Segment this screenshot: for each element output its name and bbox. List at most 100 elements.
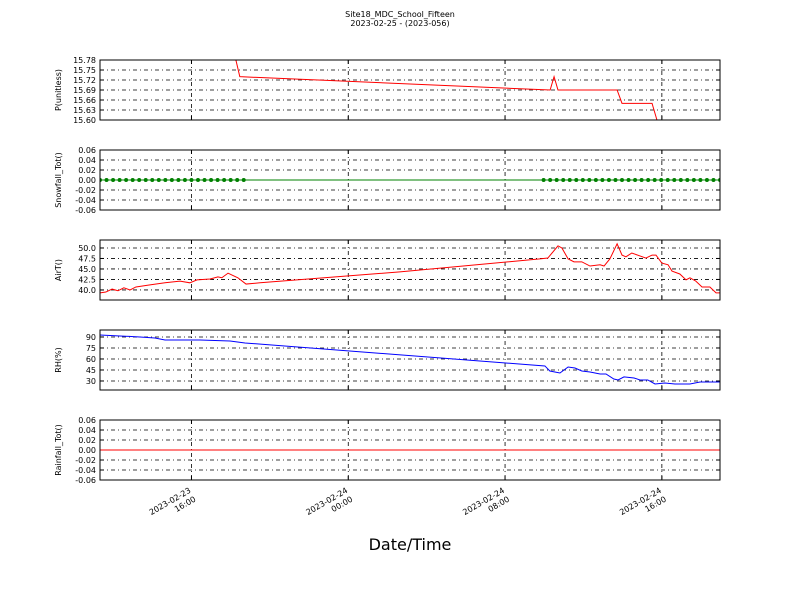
- plot-area: [100, 334, 720, 385]
- y-tick-label: 90: [86, 333, 96, 342]
- data-point: [554, 178, 559, 182]
- data-point: [620, 178, 625, 182]
- data-point: [672, 178, 677, 182]
- y-axis-label: AirT(): [54, 259, 63, 281]
- data-point: [137, 178, 142, 182]
- data-point: [104, 178, 109, 182]
- data-point: [704, 178, 709, 182]
- data-point: [574, 178, 579, 182]
- data-point: [587, 178, 592, 182]
- y-tick-label: -0.06: [75, 476, 96, 485]
- y-tick-label: 0.04: [78, 426, 96, 435]
- y-axis-label: Rainfall_Tot(): [54, 424, 63, 476]
- data-point: [241, 178, 246, 182]
- data-point: [189, 178, 194, 182]
- y-axis-label: RH(%): [54, 347, 63, 372]
- data-point: [235, 178, 240, 182]
- y-tick-label: -0.02: [75, 186, 96, 195]
- x-tick-label: 2023-02-2408:00: [461, 486, 511, 526]
- plot-area: [100, 178, 720, 182]
- data-point: [626, 178, 631, 182]
- data-point: [665, 178, 670, 182]
- data-point: [222, 178, 227, 182]
- y-tick-label: 45.0: [78, 265, 96, 274]
- data-point: [195, 178, 200, 182]
- y-tick-label: 0.02: [78, 436, 96, 445]
- y-tick-label: 0.00: [78, 446, 96, 455]
- y-tick-label: 40.0: [78, 286, 96, 295]
- data-point: [698, 178, 703, 182]
- data-point: [639, 178, 644, 182]
- data-point: [606, 178, 611, 182]
- plot-area: [100, 60, 720, 120]
- y-tick-label: 15.78: [73, 56, 96, 65]
- data-point: [202, 178, 207, 182]
- axes-frame: [99, 239, 721, 301]
- y-tick-label: 30: [86, 377, 96, 386]
- data-point: [652, 178, 657, 182]
- data-point: [130, 178, 135, 182]
- data-point: [711, 178, 716, 182]
- subtitle: 2023-02-25 - (2023-056): [350, 19, 449, 28]
- x-tick-label: 2023-02-2416:00: [618, 486, 668, 526]
- y-tick-label: 0.06: [78, 146, 96, 155]
- y-tick-label: -0.06: [75, 206, 96, 215]
- y-tick-label: -0.04: [75, 466, 96, 475]
- plot-area: [100, 242, 720, 294]
- axes-frame: [99, 149, 721, 211]
- axes-frame: [99, 419, 721, 481]
- data-point: [215, 178, 220, 182]
- data-line: [100, 334, 720, 385]
- data-point: [600, 178, 605, 182]
- title: Site18_MDC_School_Fifteen: [345, 10, 455, 19]
- y-tick-label: 0.06: [78, 416, 96, 425]
- x-axis-label: Date/Time: [369, 535, 452, 554]
- x-tick-label: 2023-02-2400:00: [304, 486, 354, 526]
- data-point: [169, 178, 174, 182]
- y-tick-label: 0.04: [78, 156, 96, 165]
- axes-frame: [99, 329, 721, 391]
- y-tick-label: 15.66: [73, 96, 96, 105]
- y-tick-label: 15.69: [73, 86, 96, 95]
- data-point: [182, 178, 187, 182]
- y-tick-label: 50.0: [78, 244, 96, 253]
- y-tick-label: 47.5: [78, 254, 96, 263]
- y-tick-label: 42.5: [78, 275, 96, 284]
- y-tick-label: 75: [86, 344, 96, 353]
- y-tick-label: 15.63: [73, 106, 96, 115]
- axes-frame: [99, 59, 721, 121]
- data-point: [685, 178, 690, 182]
- data-point: [659, 178, 664, 182]
- data-point: [633, 178, 638, 182]
- data-point: [613, 178, 618, 182]
- data-point: [163, 178, 168, 182]
- data-point: [150, 178, 155, 182]
- data-point: [548, 178, 553, 182]
- y-tick-label: -0.04: [75, 196, 96, 205]
- y-tick-label: 60: [86, 355, 96, 364]
- data-point: [156, 178, 161, 182]
- y-tick-label: 15.60: [73, 116, 96, 125]
- data-point: [691, 178, 696, 182]
- data-line: [100, 242, 720, 294]
- y-tick-label: 0.00: [78, 176, 96, 185]
- data-point: [117, 178, 122, 182]
- y-axis-label: P(unitless): [54, 69, 63, 111]
- data-point: [593, 178, 598, 182]
- y-tick-label: 15.72: [73, 76, 96, 85]
- data-point: [176, 178, 181, 182]
- y-tick-label: -0.02: [75, 456, 96, 465]
- data-point: [143, 178, 148, 182]
- data-point: [209, 178, 214, 182]
- data-point: [567, 178, 572, 182]
- x-tick-label: 2023-02-2316:00: [148, 486, 198, 526]
- data-point: [646, 178, 651, 182]
- data-point: [561, 178, 566, 182]
- data-point: [678, 178, 683, 182]
- data-point: [228, 178, 233, 182]
- data-point: [541, 178, 546, 182]
- y-tick-label: 0.02: [78, 166, 96, 175]
- y-tick-label: 15.75: [73, 66, 96, 75]
- y-tick-label: 45: [86, 366, 96, 375]
